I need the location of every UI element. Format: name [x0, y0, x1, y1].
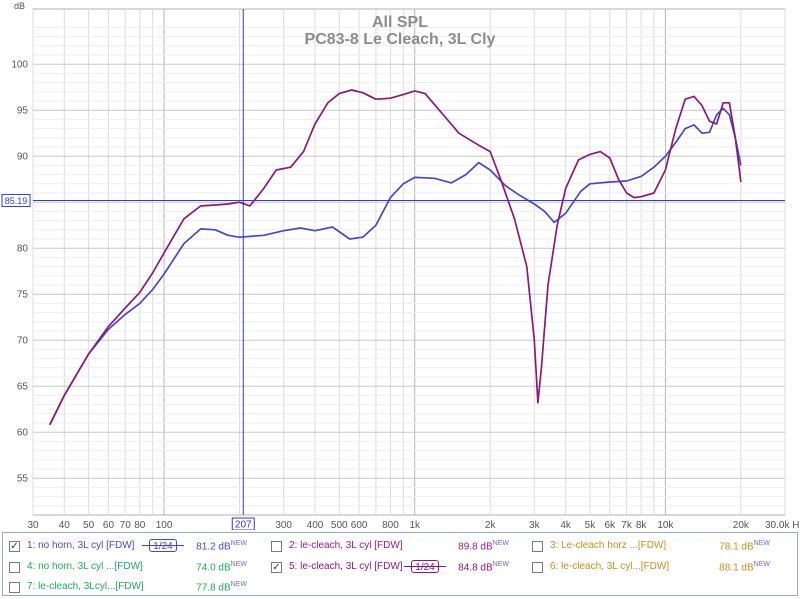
chart-subtitle: PC83-8 Le Cleach, 3L Cly — [304, 31, 496, 48]
legend-value-5: 84.8 dBNEW — [458, 561, 509, 574]
legend-value-6: 88.1 dBNEW — [719, 561, 770, 574]
legend-item-3[interactable]: 3: Le-cleach horz ...[FDW] 78.1 dBNEW — [532, 538, 790, 558]
x-tick-label: 80 — [134, 520, 146, 530]
x-tick-label: 70 — [120, 520, 132, 530]
y-tick-label: 65 — [17, 382, 29, 393]
x-tick-label: 10k — [657, 520, 674, 530]
x-tick-label: 40 — [59, 520, 71, 530]
cursor-x-badge — [231, 517, 255, 530]
x-tick-label: 500 — [331, 520, 348, 530]
y-axis-label: dB — [14, 1, 25, 11]
y-tick-label: 60 — [17, 428, 29, 439]
legend-line-sample-5 — [404, 566, 446, 567]
legend-item-5[interactable]: ✓ 5: le-cleach, 3L cyl [FDW] 1/24 84.8 dBNE… — [271, 559, 529, 579]
chart-title: All SPL — [371, 14, 428, 31]
legend-checkbox-6[interactable] — [532, 562, 543, 573]
y-tick-label: 70 — [17, 336, 29, 347]
x-tick-label: 800 — [382, 520, 399, 530]
legend-line-sample-1 — [142, 545, 184, 546]
legend-label-4: 4: no horn, 3L cyl ...[FDW] — [27, 561, 143, 572]
x-tick-label: 30 — [27, 520, 39, 530]
legend-checkbox-1[interactable]: ✓ — [9, 541, 20, 552]
cursor-x-value: 207 — [235, 520, 252, 531]
x-tick-label: 50 — [83, 520, 95, 530]
legend-item-6[interactable]: 6: le-cleach, 3L cyl...[FDW] 88.1 dBNEW — [532, 559, 790, 579]
x-tick-label: 100 — [156, 520, 173, 530]
legend-label-3: 3: Le-cleach horz ...[FDW] — [550, 540, 667, 551]
legend-checkbox-3[interactable] — [532, 541, 543, 552]
x-tick-label: 20k — [733, 520, 750, 530]
x-tick-label: 3k — [529, 520, 541, 530]
y-tick-label: 95 — [17, 106, 29, 117]
legend-checkbox-7[interactable] — [9, 582, 20, 593]
legend-checkbox-4[interactable] — [9, 562, 20, 573]
legend-item-2[interactable]: 2: le-cleach, 3L cyl [FDW] 89.8 dBNEW — [271, 538, 529, 558]
x-tick-label: 2k — [485, 520, 497, 530]
legend-label-6: 6: le-cleach, 3L cyl...[FDW] — [550, 561, 670, 572]
y-tick-label: 100 — [11, 60, 28, 71]
legend-label-1: 1: no horn, 3L cyl [FDW] — [27, 540, 135, 551]
x-tick-label: 400 — [307, 520, 324, 530]
cursor-y-badge — [1, 193, 31, 207]
x-tick-label: 4k — [560, 520, 572, 530]
legend-value-7: 77.8 dBNEW — [196, 581, 247, 594]
series-line-1 — [49, 107, 742, 426]
y-tick-label: 80 — [17, 244, 29, 255]
legend-checkbox-5[interactable]: ✓ — [271, 562, 282, 573]
x-tick-label: 300 — [275, 520, 292, 530]
legend-value-4: 74.0 dBNEW — [196, 561, 247, 574]
legend-value-2: 89.8 dBNEW — [458, 540, 509, 553]
y-tick-label: 90 — [17, 152, 29, 163]
x-tick-label: 600 — [351, 520, 368, 530]
legend-label-7: 7: le-cleach, 3Lcyl...[FDW] — [27, 581, 144, 592]
legend-label-2: 2: le-cleach, 3L cyl [FDW] — [289, 540, 403, 551]
legend-label-5: 5: le-cleach, 3L cyl [FDW] — [289, 561, 403, 572]
series-line-2 — [49, 89, 742, 426]
x-tick-label: 8k — [636, 520, 648, 530]
y-tick-label: 75 — [17, 290, 29, 301]
x-tick-label: 7k — [621, 520, 633, 530]
cursor-y-value: 85.19 — [5, 196, 28, 206]
legend-panel: ✓ 1: no horn, 3L cyl [FDW] 1/24 81.2 dBNEW 2… — [2, 532, 798, 596]
chart-svg[interactable]: 556065707580859095100dB30405060708010030… — [0, 0, 800, 530]
legend-item-7[interactable]: 7: le-cleach, 3Lcyl...[FDW] 77.8 dBNEW — [9, 579, 267, 599]
x-tick-label: 60 — [103, 520, 115, 530]
legend-checkbox-2[interactable] — [271, 541, 282, 552]
legend-value-3: 78.1 dBNEW — [719, 540, 770, 553]
legend-value-1: 81.2 dBNEW — [196, 540, 247, 553]
x-tick-label: 30.0k Hz — [765, 520, 800, 530]
legend-smoothing-5[interactable]: 1/24 — [411, 560, 439, 573]
legend-item-1[interactable]: ✓ 1: no horn, 3L cyl [FDW] 1/24 81.2 dBNEW — [9, 538, 267, 558]
plot-frame — [32, 8, 786, 516]
x-tick-label: 1k — [409, 520, 421, 530]
spl-chart[interactable]: 556065707580859095100dB30405060708010030… — [0, 0, 800, 530]
legend-item-4[interactable]: 4: no horn, 3L cyl ...[FDW] 74.0 dBNEW — [9, 559, 267, 579]
y-tick-label: 55 — [17, 474, 29, 485]
legend-smoothing-1[interactable]: 1/24 — [149, 539, 177, 552]
x-tick-label: 6k — [605, 520, 617, 530]
x-tick-label: 5k — [585, 520, 597, 530]
